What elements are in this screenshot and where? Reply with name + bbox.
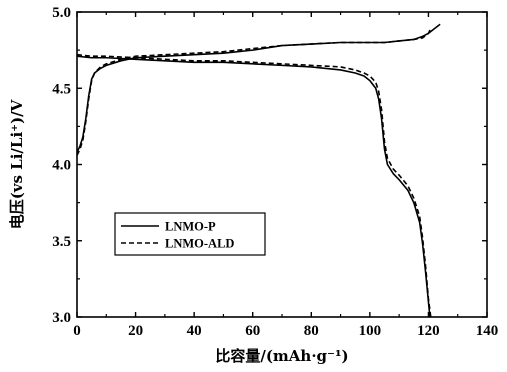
y-axis-title: 电压(vs Li/Li⁺)/V — [8, 99, 26, 229]
x-tick-label: 60 — [245, 323, 260, 339]
x-tick-label: 40 — [187, 323, 202, 339]
x-axis-title: 比容量/(mAh·g⁻¹) — [215, 347, 348, 365]
x-tick-label: 120 — [417, 323, 440, 339]
series-line-lnmo-p-discharge — [76, 55, 431, 318]
x-tick-label: 140 — [476, 323, 499, 339]
series-line-lnmo-ald-discharge — [76, 53, 432, 318]
legend-label-lnmo-ald: LNMO-ALD — [165, 237, 234, 251]
x-tick-label: 100 — [359, 323, 382, 339]
y-tick-label: 4.5 — [52, 81, 71, 97]
series-line-lnmo-ald-charge — [76, 26, 433, 156]
legend-label-lnmo-p: LNMO-P — [165, 220, 216, 234]
series-line-lnmo-p-charge — [76, 23, 441, 153]
x-tick-label: 0 — [73, 323, 81, 339]
x-tick-label: 20 — [128, 323, 143, 339]
ticks-layer — [76, 11, 488, 318]
y-tick-label: 4.0 — [52, 158, 71, 174]
series-layer — [76, 23, 441, 318]
legend-box — [114, 212, 266, 256]
y-tick-label: 3.5 — [52, 234, 71, 250]
x-tick-label: 80 — [304, 323, 319, 339]
legend: LNMO-P LNMO-ALD — [114, 212, 266, 256]
y-tick-label: 3.0 — [52, 310, 71, 326]
tick-labels-layer: 0 20 40 60 80 100 120 140 3.0 3.5 4.0 4.5 5.0 — [52, 5, 498, 339]
y-tick-label: 5.0 — [52, 5, 71, 21]
